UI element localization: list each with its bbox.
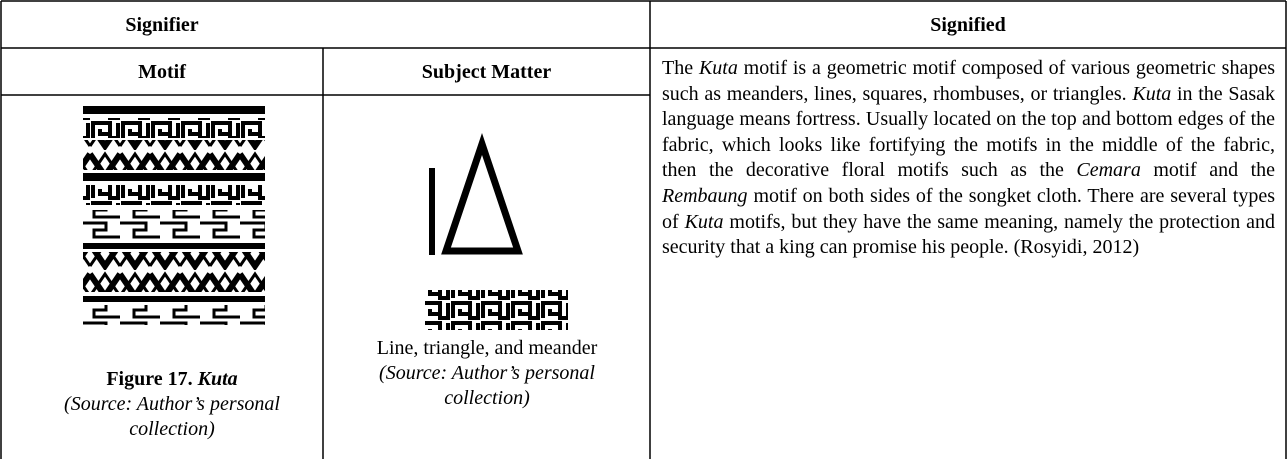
text-run: Kuta	[698, 57, 738, 79]
subject-matter-image	[425, 133, 568, 330]
motif-caption: Figure 17. Kuta (Source: Author’s person…	[62, 367, 282, 442]
text-run: The	[662, 57, 699, 79]
header-signified: Signified	[930, 14, 1006, 36]
figure-label: Figure 17. Kuta	[62, 367, 282, 392]
text-run: motifs, but they have the same meaning, …	[662, 210, 1275, 259]
text-run: Kuta	[1132, 82, 1172, 105]
text-run: Rembaung	[662, 184, 748, 207]
motif-source: (Source: Author’s personal collection)	[64, 393, 280, 440]
subject-source: (Source: Author’s personal collection)	[379, 362, 595, 409]
figure-name: Kuta	[197, 368, 238, 390]
text-run: motif on both sides of the songket cloth…	[662, 184, 1275, 233]
subheader-motif: Motif	[138, 61, 186, 83]
subject-caption: Line, triangle, and meander (Source: Aut…	[337, 336, 637, 411]
kuta-motif-image	[83, 106, 265, 325]
signified-paragraph: The Kuta motif is a geometric motif comp…	[662, 56, 1275, 261]
header-signifier: Signifier	[125, 14, 199, 36]
text-run: motif is a geometric motif composed of v…	[662, 57, 1276, 105]
text-run: Kuta	[684, 210, 724, 233]
text-run: motif and the	[1140, 159, 1276, 182]
subheader-subject-matter: Subject Matter	[421, 61, 552, 83]
subject-description: Line, triangle, and meander	[376, 337, 598, 359]
figure-number: Figure 17.	[106, 368, 193, 390]
text-run: Cemara	[1076, 159, 1141, 182]
text-run: in the Sasak language means fortress. Us…	[662, 82, 1275, 182]
